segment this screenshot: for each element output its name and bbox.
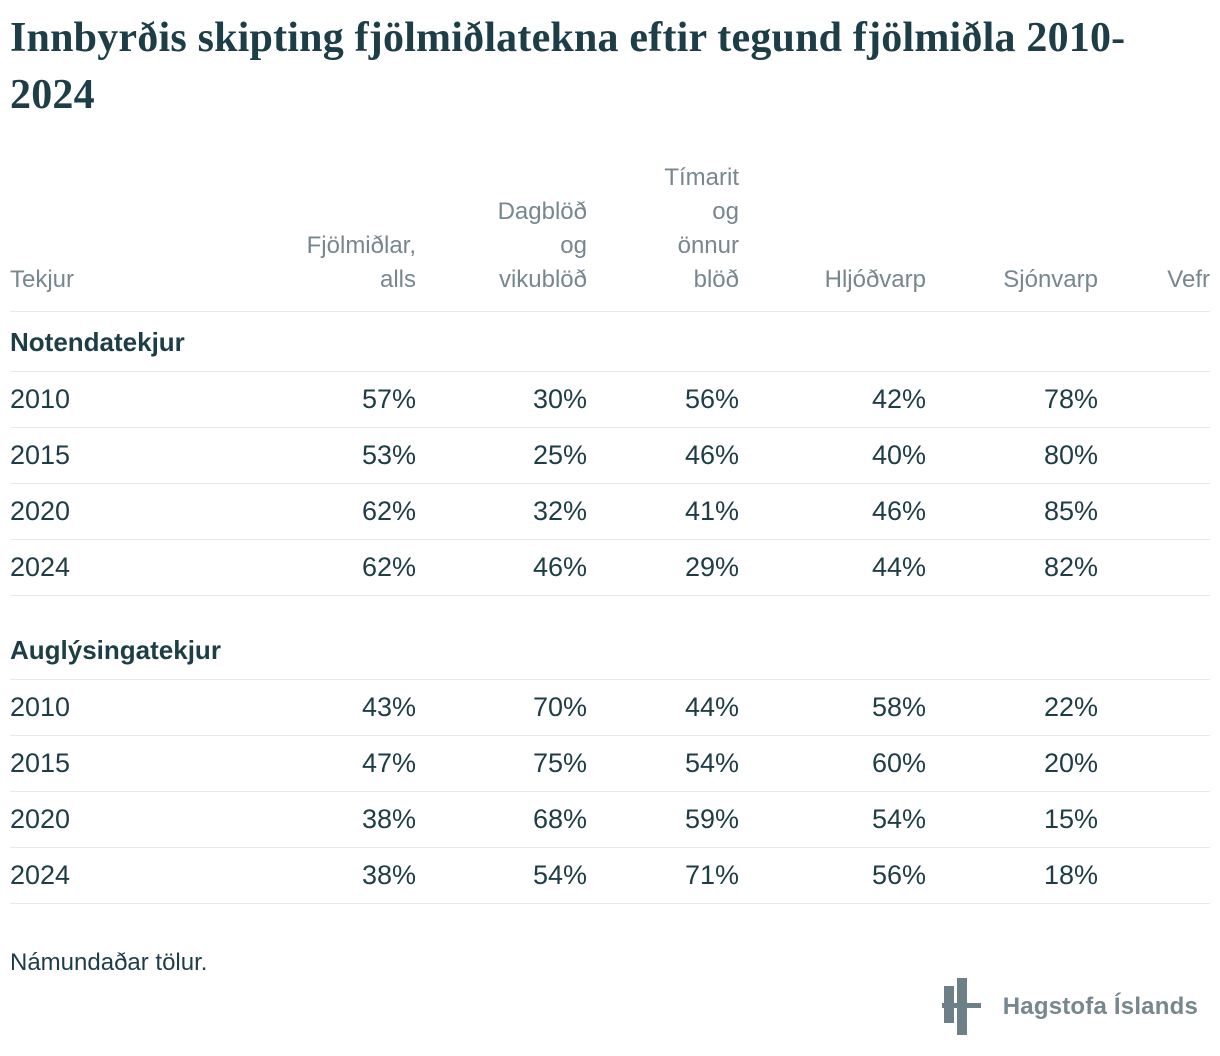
value-cell: 47% (270, 735, 416, 792)
year-cell: 2020 (10, 791, 270, 848)
value-cell: 22% (926, 679, 1098, 736)
column-header-hljodvarp: Hljóðvarp (739, 161, 926, 312)
statistics-bars-icon (941, 978, 981, 1035)
logo-text: Hagstofa Íslands (1002, 993, 1198, 1020)
value-cell: 56% (587, 371, 739, 428)
value-cell: 80% (926, 427, 1098, 484)
value-cell-offscreen (1098, 679, 1210, 736)
table-header: Tekjur Fjölmiðlar, alls Dagblöð og vikub… (10, 161, 1210, 312)
value-cell: 70% (416, 679, 587, 736)
value-cell: 62% (270, 483, 416, 540)
value-cell: 60% (739, 735, 926, 792)
column-header-vefr-truncated: Vefr (1098, 161, 1210, 312)
table-row: 2024 62% 46% 29% 44% 82% (10, 539, 1210, 596)
footnote: Námundaðar tölur. (10, 949, 208, 976)
value-cell: 44% (739, 539, 926, 596)
value-cell: 46% (416, 539, 587, 596)
value-cell: 41% (587, 483, 739, 540)
value-cell-offscreen (1098, 371, 1210, 428)
table-row: 2015 47% 75% 54% 60% 20% (10, 735, 1210, 792)
value-cell: 85% (926, 483, 1098, 540)
year-cell: 2024 (10, 539, 270, 596)
value-cell: 59% (587, 791, 739, 848)
value-cell: 54% (587, 735, 739, 792)
value-cell: 30% (416, 371, 587, 428)
value-cell: 29% (587, 539, 739, 596)
section-label: Auglýsingatekjur (10, 595, 1210, 680)
value-cell: 20% (926, 735, 1098, 792)
value-cell: 58% (739, 679, 926, 736)
value-cell: 54% (416, 847, 587, 904)
hagstofa-logo: Hagstofa Íslands (941, 978, 1198, 1036)
year-cell: 2024 (10, 847, 270, 904)
value-cell: 71% (587, 847, 739, 904)
value-cell: 40% (739, 427, 926, 484)
value-cell-offscreen (1098, 539, 1210, 596)
column-header-sjonvarp: Sjónvarp (926, 161, 1098, 312)
value-cell: 42% (739, 371, 926, 428)
value-cell: 38% (270, 791, 416, 848)
column-header-dagblod-og-vikublod: Dagblöð og vikublöð (416, 161, 587, 312)
page-title: Innbyrðis skipting fjölmiðlatekna eftir … (10, 15, 1126, 118)
table-row: 2020 38% 68% 59% 54% 15% (10, 791, 1210, 848)
column-header-timarit-og-onnur-blod: Tímarit og önnur blöð (587, 161, 739, 312)
table-row: 2024 38% 54% 71% 56% 18% (10, 847, 1210, 904)
value-cell: 25% (416, 427, 587, 484)
year-cell: 2010 (10, 679, 270, 736)
value-cell: 62% (270, 539, 416, 596)
value-cell-offscreen (1098, 735, 1210, 792)
column-header-fjolmidlar-alls: Fjölmiðlar, alls (270, 161, 416, 312)
value-cell: 68% (416, 791, 587, 848)
section-label: Notendatekjur (10, 311, 1210, 372)
value-cell: 56% (739, 847, 926, 904)
table-row: 2010 57% 30% 56% 42% 78% (10, 371, 1210, 428)
value-cell-offscreen (1098, 483, 1210, 540)
value-cell: 46% (587, 427, 739, 484)
value-cell: 53% (270, 427, 416, 484)
year-cell: 2020 (10, 483, 270, 540)
section-header-notendatekjur: Notendatekjur (10, 311, 1210, 372)
section-header-auglysingatekjur: Auglýsingatekjur (10, 595, 1210, 680)
table-row: 2010 43% 70% 44% 58% 22% (10, 679, 1210, 736)
table-row: 2020 62% 32% 41% 46% 85% (10, 483, 1210, 540)
value-cell-offscreen (1098, 847, 1210, 904)
value-cell: 15% (926, 791, 1098, 848)
value-cell: 18% (926, 847, 1098, 904)
year-cell: 2010 (10, 371, 270, 428)
value-cell-offscreen (1098, 427, 1210, 484)
value-cell: 82% (926, 539, 1098, 596)
value-cell: 46% (739, 483, 926, 540)
table-row: 2015 53% 25% 46% 40% 80% (10, 427, 1210, 484)
value-cell: 54% (739, 791, 926, 848)
value-cell: 38% (270, 847, 416, 904)
value-cell: 78% (926, 371, 1098, 428)
value-cell: 44% (587, 679, 739, 736)
value-cell-offscreen (1098, 791, 1210, 848)
value-cell: 57% (270, 371, 416, 428)
value-cell: 75% (416, 735, 587, 792)
media-revenue-table: Tekjur Fjölmiðlar, alls Dagblöð og vikub… (10, 161, 1210, 904)
value-cell: 32% (416, 483, 587, 540)
column-header-tekjur: Tekjur (10, 161, 270, 312)
year-cell: 2015 (10, 427, 270, 484)
value-cell: 43% (270, 679, 416, 736)
table-body: Notendatekjur 2010 57% 30% 56% 42% 78% 2… (10, 311, 1210, 904)
header-row: Tekjur Fjölmiðlar, alls Dagblöð og vikub… (10, 161, 1210, 312)
year-cell: 2015 (10, 735, 270, 792)
